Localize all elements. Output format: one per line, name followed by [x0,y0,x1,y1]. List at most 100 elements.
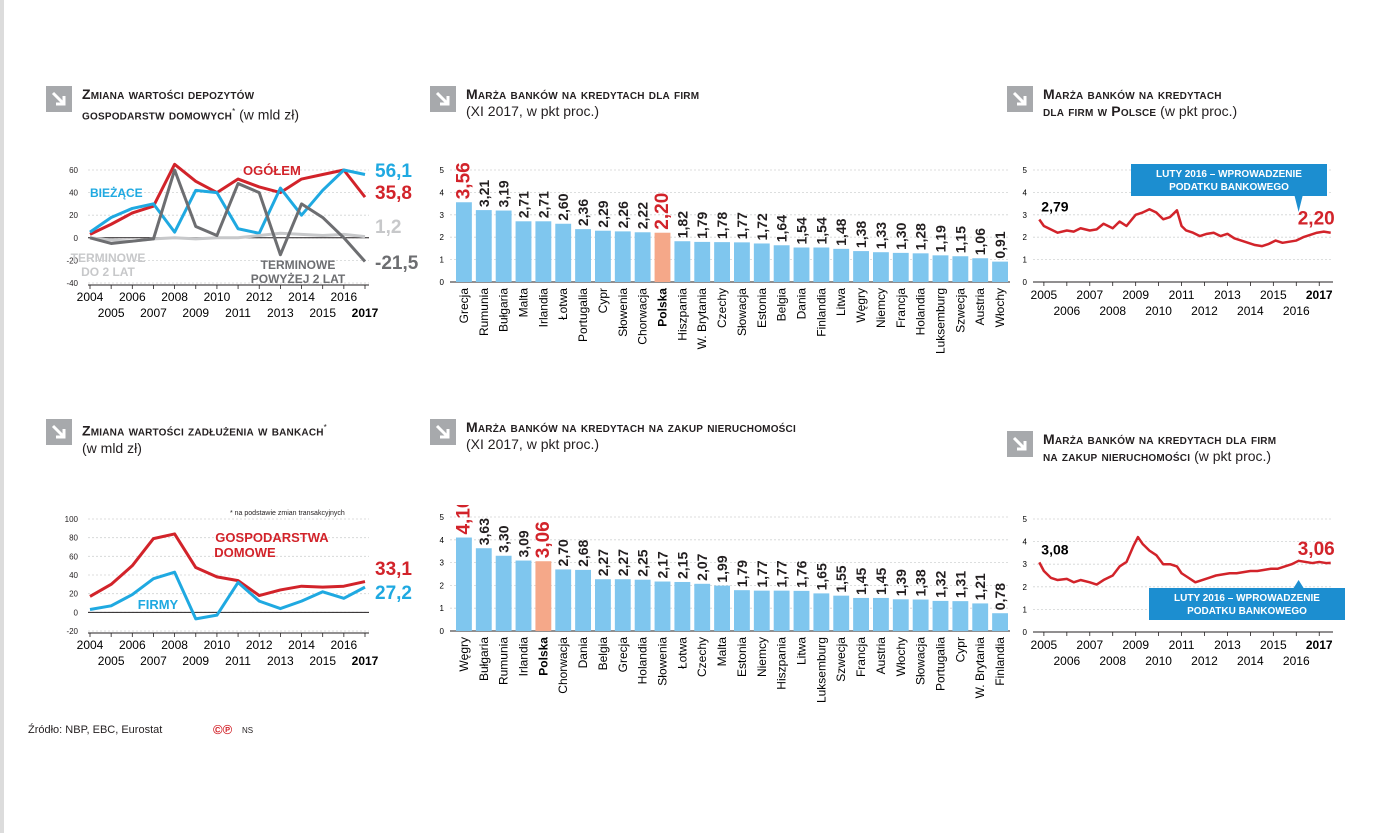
bar [614,579,631,631]
bar [853,251,869,282]
bar [475,210,492,282]
y-tick-label: 1 [1023,605,1028,614]
bar [654,581,671,631]
category-label: Grecja [457,288,471,324]
category-label: Finlandia [993,637,1007,686]
bar-value-label: 1,19 [933,225,949,252]
x-tick-label: 2011 [225,654,251,668]
bar [495,210,512,282]
callout-text: LUTY 2016 – WPROWADZENIE [1156,169,1302,180]
bar-value-label: 3,56 [453,162,474,199]
end-value-label: 2,20 [1298,209,1335,230]
margin-pl-realestate-header: Marża banków na kredytach dla firm na za… [1007,431,1276,465]
bar-value-label: 1,54 [794,217,810,244]
category-label: Malta [715,637,729,667]
callout-pointer [1294,196,1303,212]
bar-value-label: 1,15 [952,226,968,253]
y-tick-label: 0 [440,627,445,636]
bar [535,221,552,282]
x-tick-label: 2013 [267,306,294,320]
bar-value-label: 1,77 [774,560,790,587]
category-label: Słowenia [616,288,630,337]
bar-value-label: 1,72 [754,213,770,240]
bar-value-label: 1,99 [714,555,730,582]
y-tick-label: 0 [440,278,445,287]
series-line [89,162,367,236]
x-tick-label: 2012 [1191,304,1218,318]
category-label: Portugalia [576,288,590,342]
category-label: Holandia [914,288,928,336]
category-label: Włochy [894,637,908,676]
x-tick-label: 2015 [309,306,336,320]
margin-realestate-chart: 5 4 3 2 1 0 4,10 Węgry 3,63 Bułgaria 3,30 Rumunia 3,… [440,505,1010,703]
bar-value-label: 1,48 [833,218,849,245]
bar [555,569,572,631]
bar-value-label: 1,38 [853,221,869,248]
bar [952,256,969,282]
bar [714,242,730,282]
category-label: Rumunia [477,288,491,336]
bar-value-label: 1,79 [694,211,710,238]
bar-value-label: 2,27 [595,549,611,576]
deposits-title-mark: * [232,107,236,116]
bar [952,601,969,631]
x-tick-label: 2012 [246,638,273,652]
deposits-title-2: gospodarstw domowych [82,106,233,123]
bar-value-label: 2,15 [674,552,690,579]
x-tick-label: 2008 [161,638,188,652]
series-label: GOSPODARSTWA [215,530,329,545]
x-tick-label: 2010 [1145,304,1172,318]
bar [773,590,790,631]
arrow-down-right-icon [430,419,456,445]
x-tick-label: 2016 [330,290,357,304]
x-tick-label: 2014 [1237,654,1264,668]
bar-value-label: 1,79 [734,560,750,587]
bar-value-label: 3,09 [516,530,532,557]
callout-text: PODATKU BANKOWEGO [1187,606,1307,617]
deposits-title: Zmiana wartości depozytów [82,86,255,102]
x-tick-label: 2012 [1191,654,1218,668]
x-tick-label: 2008 [161,290,188,304]
callout-text: LUTY 2016 – WPROWADZENIE [1174,593,1320,604]
bar [753,243,770,282]
bar [694,583,711,631]
category-label: Irlandia [517,637,531,677]
category-label: Cypr [596,288,610,313]
category-label: Finlandia [814,288,828,337]
y-tick-label: 2 [1023,233,1028,242]
footnote: * na podstawie zmian transakcyjnych [230,510,345,517]
category-label: Grecja [616,637,630,673]
y-tick-label: 3 [1023,560,1028,569]
margin-pl-realestate-subtitle: (w pkt proc.) [1190,448,1272,464]
x-tick-label: 2015 [1260,638,1287,652]
bar [932,600,949,631]
category-label: Włochy [993,288,1007,327]
y-tick-label: 0 [74,234,79,243]
category-label: Szwecja [834,637,848,682]
y-tick-label: 2 [1023,583,1028,592]
x-tick-label: 2009 [182,654,209,668]
category-label: Chorwacja [556,637,570,694]
series-end-label: 56,1 [375,161,412,182]
bar [773,245,790,282]
bar [694,241,711,282]
bar [654,232,671,282]
x-tick-label: 2005 [98,654,125,668]
bar-value-label: 1,28 [913,223,929,250]
bar-value-label: 2,60 [555,193,571,220]
x-tick-label: 2016 [330,638,357,652]
bar-value-label: 3,63 [476,518,492,545]
bar [972,258,989,282]
bar-value-label: 1,55 [833,565,849,592]
y-tick-label: 0 [74,608,79,617]
bar [634,232,651,282]
callout-box [1131,164,1327,196]
x-tick-label: 2008 [1099,654,1126,668]
margin-pl-firms-header: Marża banków na kredytach dla firm w Pol… [1007,86,1237,120]
bar [555,223,572,282]
category-label: Niemcy [874,288,888,328]
bar [992,613,1008,631]
x-tick-label: 2014 [288,290,315,304]
category-label: Cypr [953,637,967,662]
